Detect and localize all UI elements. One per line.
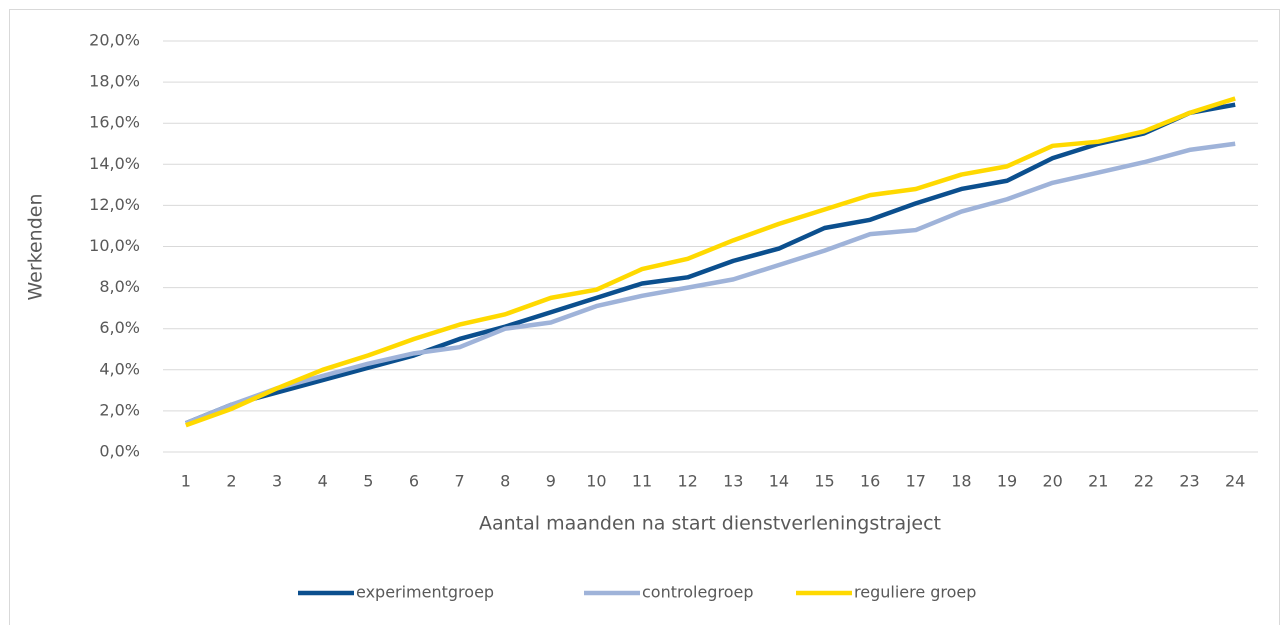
y-tick-label: 20,0%	[89, 31, 140, 50]
x-tick-label: 5	[363, 472, 373, 491]
x-tick-label: 24	[1225, 472, 1245, 491]
x-tick-label: 1	[181, 472, 191, 491]
x-tick-label: 17	[906, 472, 926, 491]
x-tick-label: 21	[1088, 472, 1108, 491]
x-tick-label: 11	[632, 472, 652, 491]
chart-border	[9, 9, 1280, 625]
x-tick-label: 7	[454, 472, 464, 491]
y-tick-label: 10,0%	[89, 236, 140, 255]
x-tick-label: 15	[814, 472, 834, 491]
y-tick-label: 16,0%	[89, 113, 140, 132]
x-tick-label: 9	[546, 472, 556, 491]
x-tick-label: 14	[769, 472, 789, 491]
x-tick-label: 22	[1134, 472, 1154, 491]
x-tick-label: 2	[226, 472, 236, 491]
y-tick-label: 18,0%	[89, 72, 140, 91]
x-tick-label: 20	[1043, 472, 1063, 491]
series-line	[184, 102, 1236, 426]
x-tick-label: 16	[860, 472, 880, 491]
x-tick-label: 4	[318, 472, 328, 491]
x-tick-label: 18	[951, 472, 971, 491]
x-tick-label: 13	[723, 472, 743, 491]
y-tick-label: 0,0%	[99, 442, 140, 461]
y-tick-label: 14,0%	[89, 154, 140, 173]
y-tick-label: 6,0%	[99, 318, 140, 337]
y-tick-label: 2,0%	[99, 400, 140, 419]
legend-label: reguliere groep	[854, 583, 976, 602]
y-tick-label: 4,0%	[99, 359, 140, 378]
y-axis-title: Werkenden	[25, 193, 47, 300]
x-tick-label: 19	[997, 472, 1017, 491]
legend-label: controlegroep	[642, 583, 753, 602]
series-line	[184, 141, 1236, 426]
y-tick-label: 12,0%	[89, 195, 140, 214]
x-tick-label: 8	[500, 472, 510, 491]
legend-label: experimentgroep	[356, 583, 494, 602]
x-axis-title: Aantal maanden na start dienstverlenings…	[479, 513, 941, 535]
x-tick-label: 23	[1179, 472, 1199, 491]
y-tick-label: 8,0%	[99, 277, 140, 296]
x-tick-label: 3	[272, 472, 282, 491]
series-line	[185, 96, 1236, 428]
x-tick-label: 6	[409, 472, 419, 491]
x-tick-label: 10	[586, 472, 606, 491]
x-tick-label: 12	[678, 472, 698, 491]
